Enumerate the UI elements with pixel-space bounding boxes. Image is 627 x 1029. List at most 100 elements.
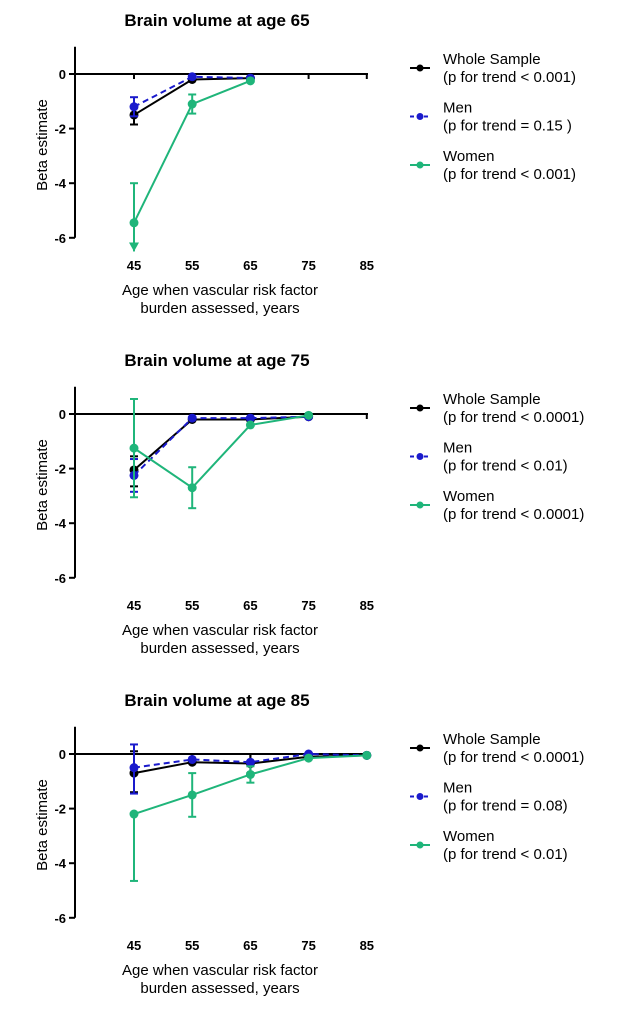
data-point [245,757,255,767]
series-line [133,752,367,769]
x-axis-label: Age when vascular risk factor [122,962,318,979]
legend-marker [416,793,424,800]
x-tick-label: 55 [185,938,199,953]
legend-item: Whole Sample(p for trend < 0.0001) [410,391,584,426]
chart-title: Brain volume at age 75 [124,351,309,370]
x-tick-label: 65 [243,938,257,953]
legend-label: Women [443,148,494,165]
legend-label: Women [443,828,494,845]
series-line [133,414,309,490]
series-line [133,415,309,477]
data-point [362,750,372,760]
y-tick-label: -4 [54,176,66,191]
legend-item: Whole Sample(p for trend < 0.0001) [410,731,584,766]
x-tick-label: 55 [185,598,199,613]
x-axis-label: Age when vascular risk factor [122,282,318,299]
legend-item: Women(p for trend < 0.01) [410,828,568,863]
legend-item: Men(p for trend < 0.01) [410,440,568,475]
y-axis-label: Beta estimate [34,99,51,191]
y-tick-label: -6 [54,231,66,246]
legend-trend: (p for trend = 0.08) [443,798,568,815]
data-point [245,76,255,86]
x-tick-label: 45 [127,258,141,273]
legend-marker [416,404,424,412]
legend-marker [416,453,424,460]
legend-marker [416,744,424,752]
y-tick-label: -2 [54,122,66,137]
legend-trend: (p for trend = 0.15 ) [443,118,572,135]
x-tick-label: 65 [243,258,257,273]
data-point [129,443,139,453]
x-tick-label: 75 [301,258,315,273]
legend-item: Women(p for trend < 0.0001) [410,488,584,523]
data-point [129,102,139,112]
legend-label: Whole Sample [443,391,541,408]
legend-trend: (p for trend < 0.01) [443,846,568,863]
data-point [245,413,255,423]
x-tick-label: 85 [360,258,374,273]
data-point [245,420,255,430]
y-tick-label: -6 [54,911,66,926]
legend-trend: (p for trend < 0.001) [443,166,576,183]
data-point [187,483,197,493]
chart-panel-1: Brain volume at age 65 0 -2 -4 -6 45 55 65 75 85 A… [34,11,576,317]
y-tick-label: -4 [54,856,66,871]
x-axis-label: burden assessed, years [140,980,299,997]
legend-trend: (p for trend < 0.0001) [443,506,584,523]
legend-label: Men [443,440,472,457]
chart-title: Brain volume at age 85 [124,691,309,710]
legend-marker [416,64,424,72]
x-axis-label: burden assessed, years [140,300,299,317]
x-tick-label: 65 [243,598,257,613]
data-point [129,763,139,773]
y-tick-label: 0 [59,407,66,422]
legend-trend: (p for trend < 0.001) [443,69,576,86]
x-axis-label: Age when vascular risk factor [122,622,318,639]
legend-marker [416,161,424,169]
legend-label: Women [443,488,494,505]
legend-trend: (p for trend < 0.0001) [443,749,584,766]
y-tick-label: -2 [54,802,66,817]
data-point [187,72,197,82]
data-point [129,809,139,819]
data-point [245,769,255,779]
x-tick-label: 45 [127,938,141,953]
x-tick-label: 85 [360,938,374,953]
legend-label: Whole Sample [443,51,541,68]
x-tick-label: 85 [360,598,374,613]
series-women [129,397,314,510]
chart-panel-3: Brain volume at age 85 0 -2 -4 -6 45 55 65 75 85 A… [34,691,584,997]
legend-trend: (p for trend < 0.01) [443,458,568,475]
legend-item: Women(p for trend < 0.001) [410,148,576,183]
series-men [129,412,314,493]
data-point [304,753,314,763]
x-tick-label: 55 [185,258,199,273]
y-tick-label: 0 [59,67,66,82]
series-women [129,76,255,252]
legend-marker [416,501,424,509]
y-tick-label: -6 [54,571,66,586]
y-tick-label: -4 [54,516,66,531]
data-point [304,410,314,420]
legend-item: Whole Sample(p for trend < 0.001) [410,51,576,86]
legend-item: Men(p for trend = 0.15 ) [410,100,572,135]
x-axis-label: burden assessed, years [140,640,299,657]
x-tick-label: 75 [301,938,315,953]
error-arrow [129,242,139,252]
y-axis-label: Beta estimate [34,439,51,531]
x-tick-label: 75 [301,598,315,613]
legend-item: Men(p for trend = 0.08) [410,780,568,815]
data-point [187,99,197,109]
series-line [133,415,309,471]
y-axis-label: Beta estimate [34,779,51,871]
y-tick-label: 0 [59,747,66,762]
data-point [187,790,197,800]
x-tick-label: 45 [127,598,141,613]
chart-panel-2: Brain volume at age 75 0 -2 -4 -6 45 55 65 75 85 A… [34,351,584,657]
legend-marker [416,841,424,849]
series-whole-sample [129,412,314,488]
chart-title: Brain volume at age 65 [124,11,309,30]
legend-marker [416,113,424,120]
data-point [129,218,139,228]
